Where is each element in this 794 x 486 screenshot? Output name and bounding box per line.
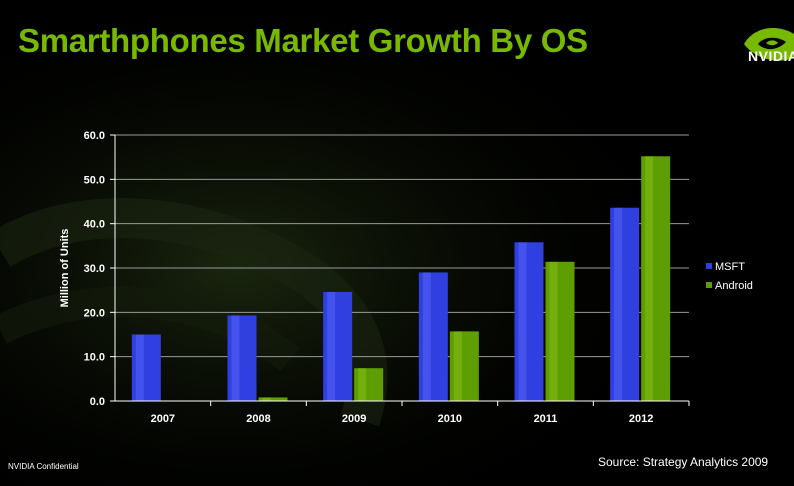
bar-msft-2008 [227,315,257,401]
bar-highlight [231,315,240,401]
bar-highlight [262,397,271,401]
bar-android-2009 [354,368,384,401]
legend-label-android: Android [715,280,753,292]
bar-highlight [327,291,336,401]
grid-lines [115,134,689,358]
legend-swatch-msft [706,263,712,269]
bar-highlight [549,261,558,401]
bar-highlight [358,368,367,401]
bar-highlight [518,242,527,401]
y-tick-label: 40.0 [84,219,105,231]
x-tick-label: 2010 [438,413,462,425]
bar-msft-2009 [323,291,353,401]
y-tick-label: 60.0 [84,130,105,142]
x-tick-label: 2012 [629,413,653,425]
bar-android-2010 [449,331,479,401]
bars [131,156,671,401]
x-tick-label: 2011 [534,413,558,425]
slide-title: Smarthphones Market Growth By OS [18,22,588,59]
bar-android-2008 [258,397,288,401]
y-tick-label: 10.0 [84,352,105,364]
source-note: Source: Strategy Analytics 2009 [598,455,769,469]
bar-highlight [422,272,431,401]
bar-msft-2007 [131,334,161,401]
bar-highlight [645,156,654,401]
legend-label-msft: MSFT [715,261,745,273]
legend: MSFT Android [706,261,753,292]
bar-msft-2010 [418,272,448,401]
x-tick-label: 2007 [151,413,175,425]
confidential-note: NVIDIA Confidential [8,462,79,471]
bar-highlight [135,334,144,401]
bar-android-2012 [641,156,671,401]
nvidia-eye-icon [744,28,794,61]
y-tick-label: 20.0 [84,307,105,319]
axes: 0.0 10.0 20.0 30.0 40.0 50.0 60.0 2007 2008 2009 2… [84,130,690,425]
y-tick-label: 30.0 [84,263,105,275]
x-tick-label: 2009 [342,413,366,425]
legend-swatch-android [706,282,712,288]
x-tick-label: 2008 [246,413,270,425]
bar-msft-2012 [610,207,640,401]
logo-wordmark: NVIDIA [748,48,794,64]
y-tick-label: 0.0 [90,396,105,408]
y-axis-label: Million of Units [59,229,71,308]
bar-android-2011 [545,261,575,401]
y-tick-label: 50.0 [84,174,105,186]
bar-msft-2011 [514,242,544,401]
bar-highlight [614,207,623,401]
bar-highlight [453,331,462,401]
